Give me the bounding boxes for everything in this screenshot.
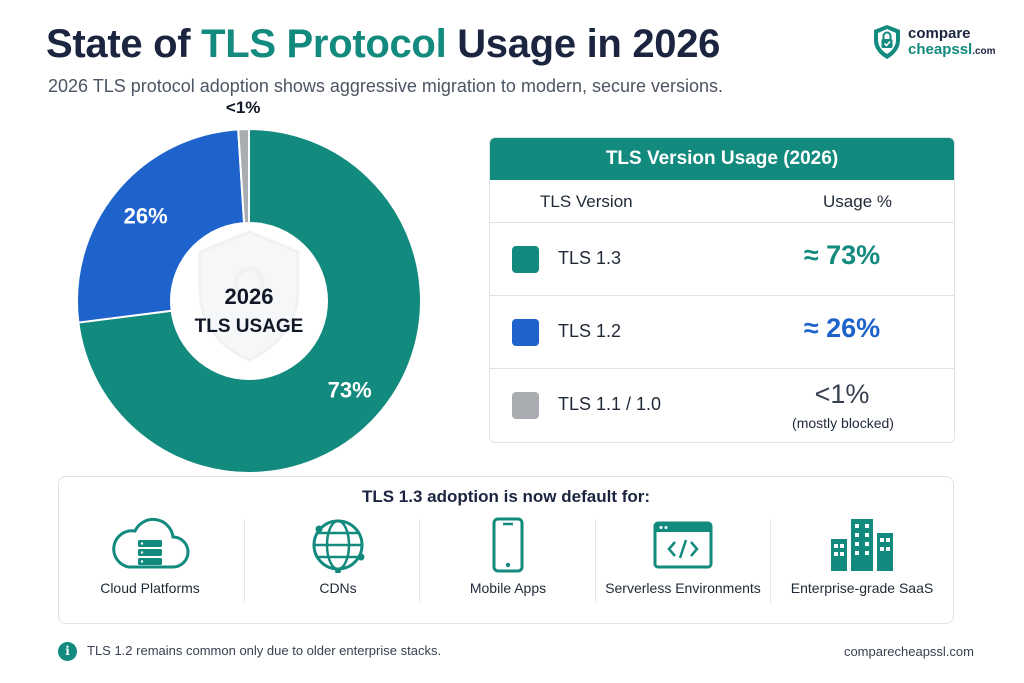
row-usage: ≈ 26% bbox=[803, 313, 881, 343]
cloud-server-icon bbox=[112, 517, 190, 569]
logo-wordmark-suffix: .com bbox=[972, 46, 996, 57]
info-icon: i bbox=[58, 642, 77, 661]
donut-svg: 2026 TLS USAGE 73% 26% <1% bbox=[76, 98, 422, 474]
column-header-usage: Usage % bbox=[823, 192, 892, 211]
row-usage: <1% bbox=[814, 379, 870, 409]
adoption-item-label: CDNs bbox=[319, 580, 357, 596]
adoption-title: TLS 1.3 adoption is now default for: bbox=[361, 487, 651, 506]
adoption-item-cloud: Cloud Platforms bbox=[64, 517, 236, 617]
row-version: TLS 1.1 / 1.0 bbox=[558, 394, 662, 414]
divider bbox=[244, 519, 245, 603]
shield-lock-watermark-icon bbox=[198, 230, 300, 362]
column-header-version: TLS Version bbox=[540, 192, 633, 211]
footer-note-text: TLS 1.2 remains common only due to older… bbox=[87, 642, 442, 658]
legend-swatch-tls11 bbox=[512, 392, 539, 419]
donut-chart: 2026 TLS USAGE 73% 26% <1% bbox=[76, 98, 422, 474]
row-version: TLS 1.3 bbox=[558, 248, 622, 268]
title-text-start: State of bbox=[46, 22, 202, 66]
legend-swatch-tls13 bbox=[512, 246, 539, 273]
adoption-item-serverless: Serverless Environments bbox=[597, 517, 769, 617]
page-title: State of TLS Protocol Usage in 2026 bbox=[46, 22, 720, 67]
footer-note: i TLS 1.2 remains common only due to olde… bbox=[58, 642, 441, 662]
footer-site-link[interactable]: comparecheapssl.com bbox=[843, 644, 974, 659]
adoption-item-label: Enterprise-grade SaaS bbox=[790, 580, 934, 596]
logo-wordmark-bottom: cheapssl.com bbox=[908, 41, 996, 58]
brand-logo[interactable]: compare cheapssl.com bbox=[872, 24, 1002, 64]
table-row: TLS 1.1 / 1.0 <1% (mostly blocked) bbox=[490, 369, 954, 442]
logo-wordmark-top: compare bbox=[908, 25, 971, 42]
adoption-panel: TLS 1.3 adoption is now default for: Clo… bbox=[58, 476, 954, 624]
adoption-item-label: Cloud Platforms bbox=[100, 580, 200, 596]
usage-table: TLS Version Usage (2026) TLS Version Usa… bbox=[489, 137, 955, 443]
divider bbox=[770, 519, 771, 603]
row-version: TLS 1.2 bbox=[558, 321, 622, 341]
table-header-row: TLS Version Usage % bbox=[490, 180, 954, 223]
slice-label: 73% bbox=[328, 378, 372, 403]
adoption-item-mobile: Mobile Apps bbox=[422, 517, 594, 617]
adoption-item-label: Mobile Apps bbox=[469, 580, 547, 596]
globe-network-icon bbox=[312, 519, 365, 573]
table-title: TLS Version Usage (2026) bbox=[490, 138, 954, 180]
row-usage: ≈ 73% bbox=[803, 240, 881, 270]
table-row: TLS 1.2 ≈ 26% bbox=[490, 296, 954, 369]
adoption-item-label: Serverless Environments bbox=[605, 580, 761, 596]
logo-wordmark-brand: cheapssl bbox=[908, 41, 973, 58]
buildings-icon bbox=[831, 519, 893, 571]
adoption-item-saas: Enterprise-grade SaaS bbox=[776, 517, 948, 617]
adoption-item-cdn: CDNs bbox=[252, 517, 424, 617]
donut-center-label: TLS USAGE bbox=[195, 316, 304, 337]
slice-label: 26% bbox=[124, 203, 168, 228]
table-row: TLS 1.3 ≈ 73% bbox=[490, 223, 954, 296]
code-window-icon bbox=[653, 521, 713, 569]
smartphone-icon bbox=[492, 517, 524, 573]
divider bbox=[419, 519, 420, 603]
title-highlight: TLS Protocol bbox=[201, 22, 447, 66]
legend-swatch-tls12 bbox=[512, 319, 539, 346]
row-note: (mostly blocked) bbox=[792, 415, 894, 431]
title-text-end: Usage in 2026 bbox=[446, 22, 721, 66]
divider bbox=[595, 519, 596, 603]
page-subtitle: 2026 TLS protocol adoption shows aggress… bbox=[48, 76, 724, 96]
donut-center-year: 2026 bbox=[225, 284, 274, 309]
shield-lock-icon bbox=[874, 25, 900, 59]
slice-label: <1% bbox=[226, 98, 261, 117]
